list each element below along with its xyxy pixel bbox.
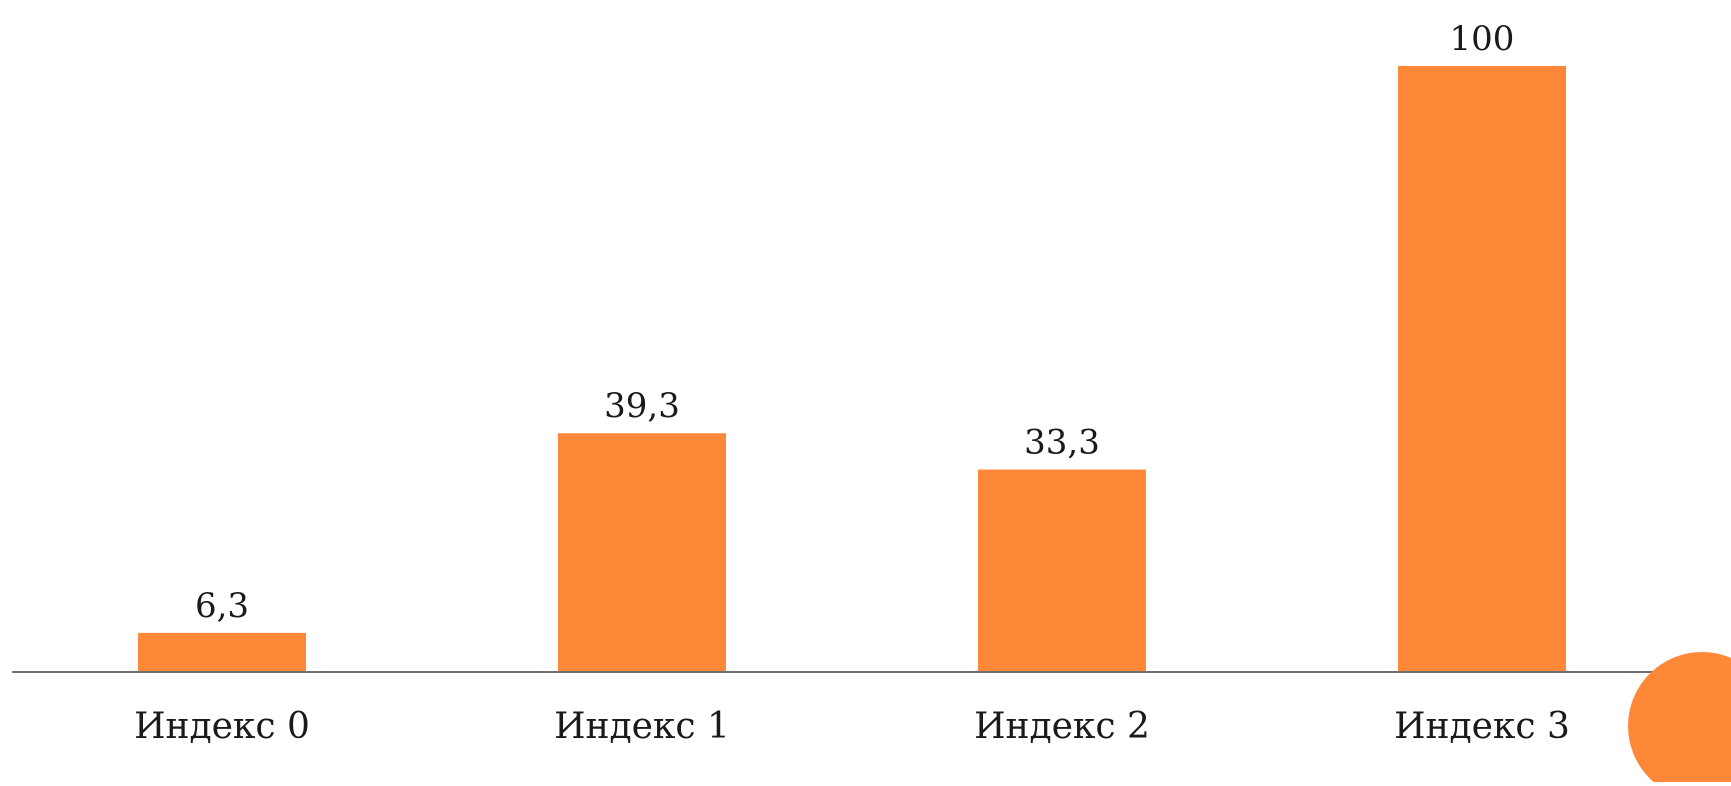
x-tick-label-1: Индекс 1: [554, 706, 730, 747]
bar-0: [138, 632, 306, 671]
bar-2: [978, 469, 1146, 671]
bar-3: [1398, 66, 1566, 671]
bar-1: [558, 433, 726, 671]
data-label-1: 39,3: [604, 386, 680, 426]
x-tick-label-0: Индекс 0: [134, 706, 310, 747]
data-label-0: 6,3: [195, 586, 249, 626]
bars-layer: [138, 66, 1566, 671]
x-tick-labels-layer: Индекс 0 Индекс 1 Индекс 2 Индекс 3: [134, 706, 1570, 747]
decorative-circle-icon: [1628, 652, 1731, 786]
data-labels-layer: 6,3 39,3 33,3 100: [195, 19, 1514, 626]
x-tick-label-3: Индекс 3: [1394, 706, 1570, 747]
data-label-3: 100: [1450, 19, 1515, 59]
x-tick-label-2: Индекс 2: [974, 706, 1150, 747]
data-label-2: 33,3: [1024, 423, 1100, 463]
